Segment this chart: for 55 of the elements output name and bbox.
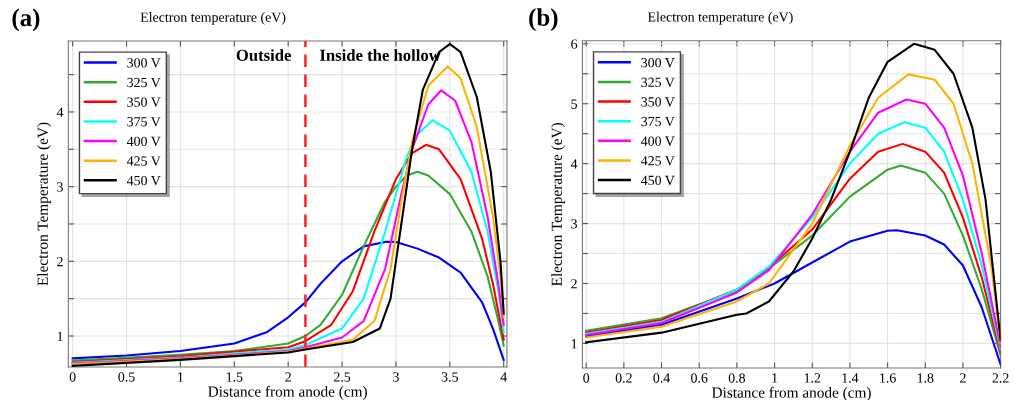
x-tick-label: 3.5: [441, 372, 458, 382]
chart-subtitle: Electron temperature (eV): [140, 12, 286, 25]
y-tick-label: 3: [571, 219, 578, 229]
legend-label: 350 V: [127, 97, 161, 107]
legend-label: 325 V: [641, 77, 675, 88]
legend-label: 400 V: [641, 136, 675, 146]
x-tick-label: 0.5: [118, 372, 135, 382]
x-tick-label: 2: [960, 373, 966, 383]
y-tick-label: 1: [57, 331, 63, 341]
x-tick-label: 0.2: [615, 373, 632, 383]
y-axis-title: Electron Temperature (eV): [551, 123, 566, 286]
chart-title: (b): [529, 8, 558, 31]
x-tick-label: 0.8: [728, 373, 746, 383]
y-tick-label: 1: [571, 339, 577, 349]
legend-label: 375 V: [127, 117, 161, 127]
annotation: Outside: [236, 49, 291, 61]
x-tick-label: 2: [285, 372, 291, 382]
y-tick-label: 2: [57, 256, 63, 267]
x-axis-title: Distance from anode (cm): [712, 386, 871, 400]
legend-label: 375 V: [641, 116, 675, 127]
x-tick-label: 1.4: [842, 373, 859, 383]
y-tick-label: 6: [571, 39, 578, 49]
x-tick-label: 1: [178, 372, 184, 382]
y-tick-label: 4: [56, 107, 64, 117]
y-tick-label: 2: [571, 279, 577, 289]
y-tick-label: 5: [571, 99, 578, 109]
line-series: [71, 240, 505, 361]
x-tick-label: 1: [772, 373, 778, 383]
legend-label: 325 V: [127, 77, 161, 88]
x-tick-label: 0.4: [653, 373, 670, 383]
legend-label: 350 V: [641, 97, 675, 107]
legend-label: 450 V: [126, 175, 161, 186]
x-tick-label: 1.2: [804, 373, 821, 383]
legend-label: 450 V: [641, 175, 675, 186]
x-tick-label: 4: [500, 372, 507, 382]
x-tick-label: 0.6: [691, 373, 708, 383]
legend-label: 300 V: [127, 58, 161, 68]
chart-subtitle: Electron temperature (eV): [647, 11, 793, 25]
legend-label: 300 V: [641, 57, 675, 68]
y-tick-label: 4: [570, 159, 578, 169]
x-tick-label: 2.5: [333, 372, 351, 382]
x-tick-label: 1.8: [917, 373, 934, 383]
y-axis-title: Electron Temperature (eV): [37, 122, 51, 286]
legend-label: 400 V: [126, 136, 161, 147]
x-tick-label: 0: [69, 372, 76, 382]
x-tick-label: 1.5: [226, 372, 243, 382]
chart-title: (a): [12, 8, 40, 32]
legend-label: 425 V: [641, 156, 675, 166]
y-tick-label: 3: [57, 182, 63, 192]
x-tick-label: 2.2: [992, 373, 1009, 383]
x-tick-label: 0: [583, 373, 590, 383]
x-tick-label: 1.6: [880, 373, 896, 383]
x-axis-title: Distance from anode (cm): [208, 385, 367, 400]
x-tick-label: 3: [393, 372, 399, 382]
legend-label: 425 V: [126, 156, 161, 166]
